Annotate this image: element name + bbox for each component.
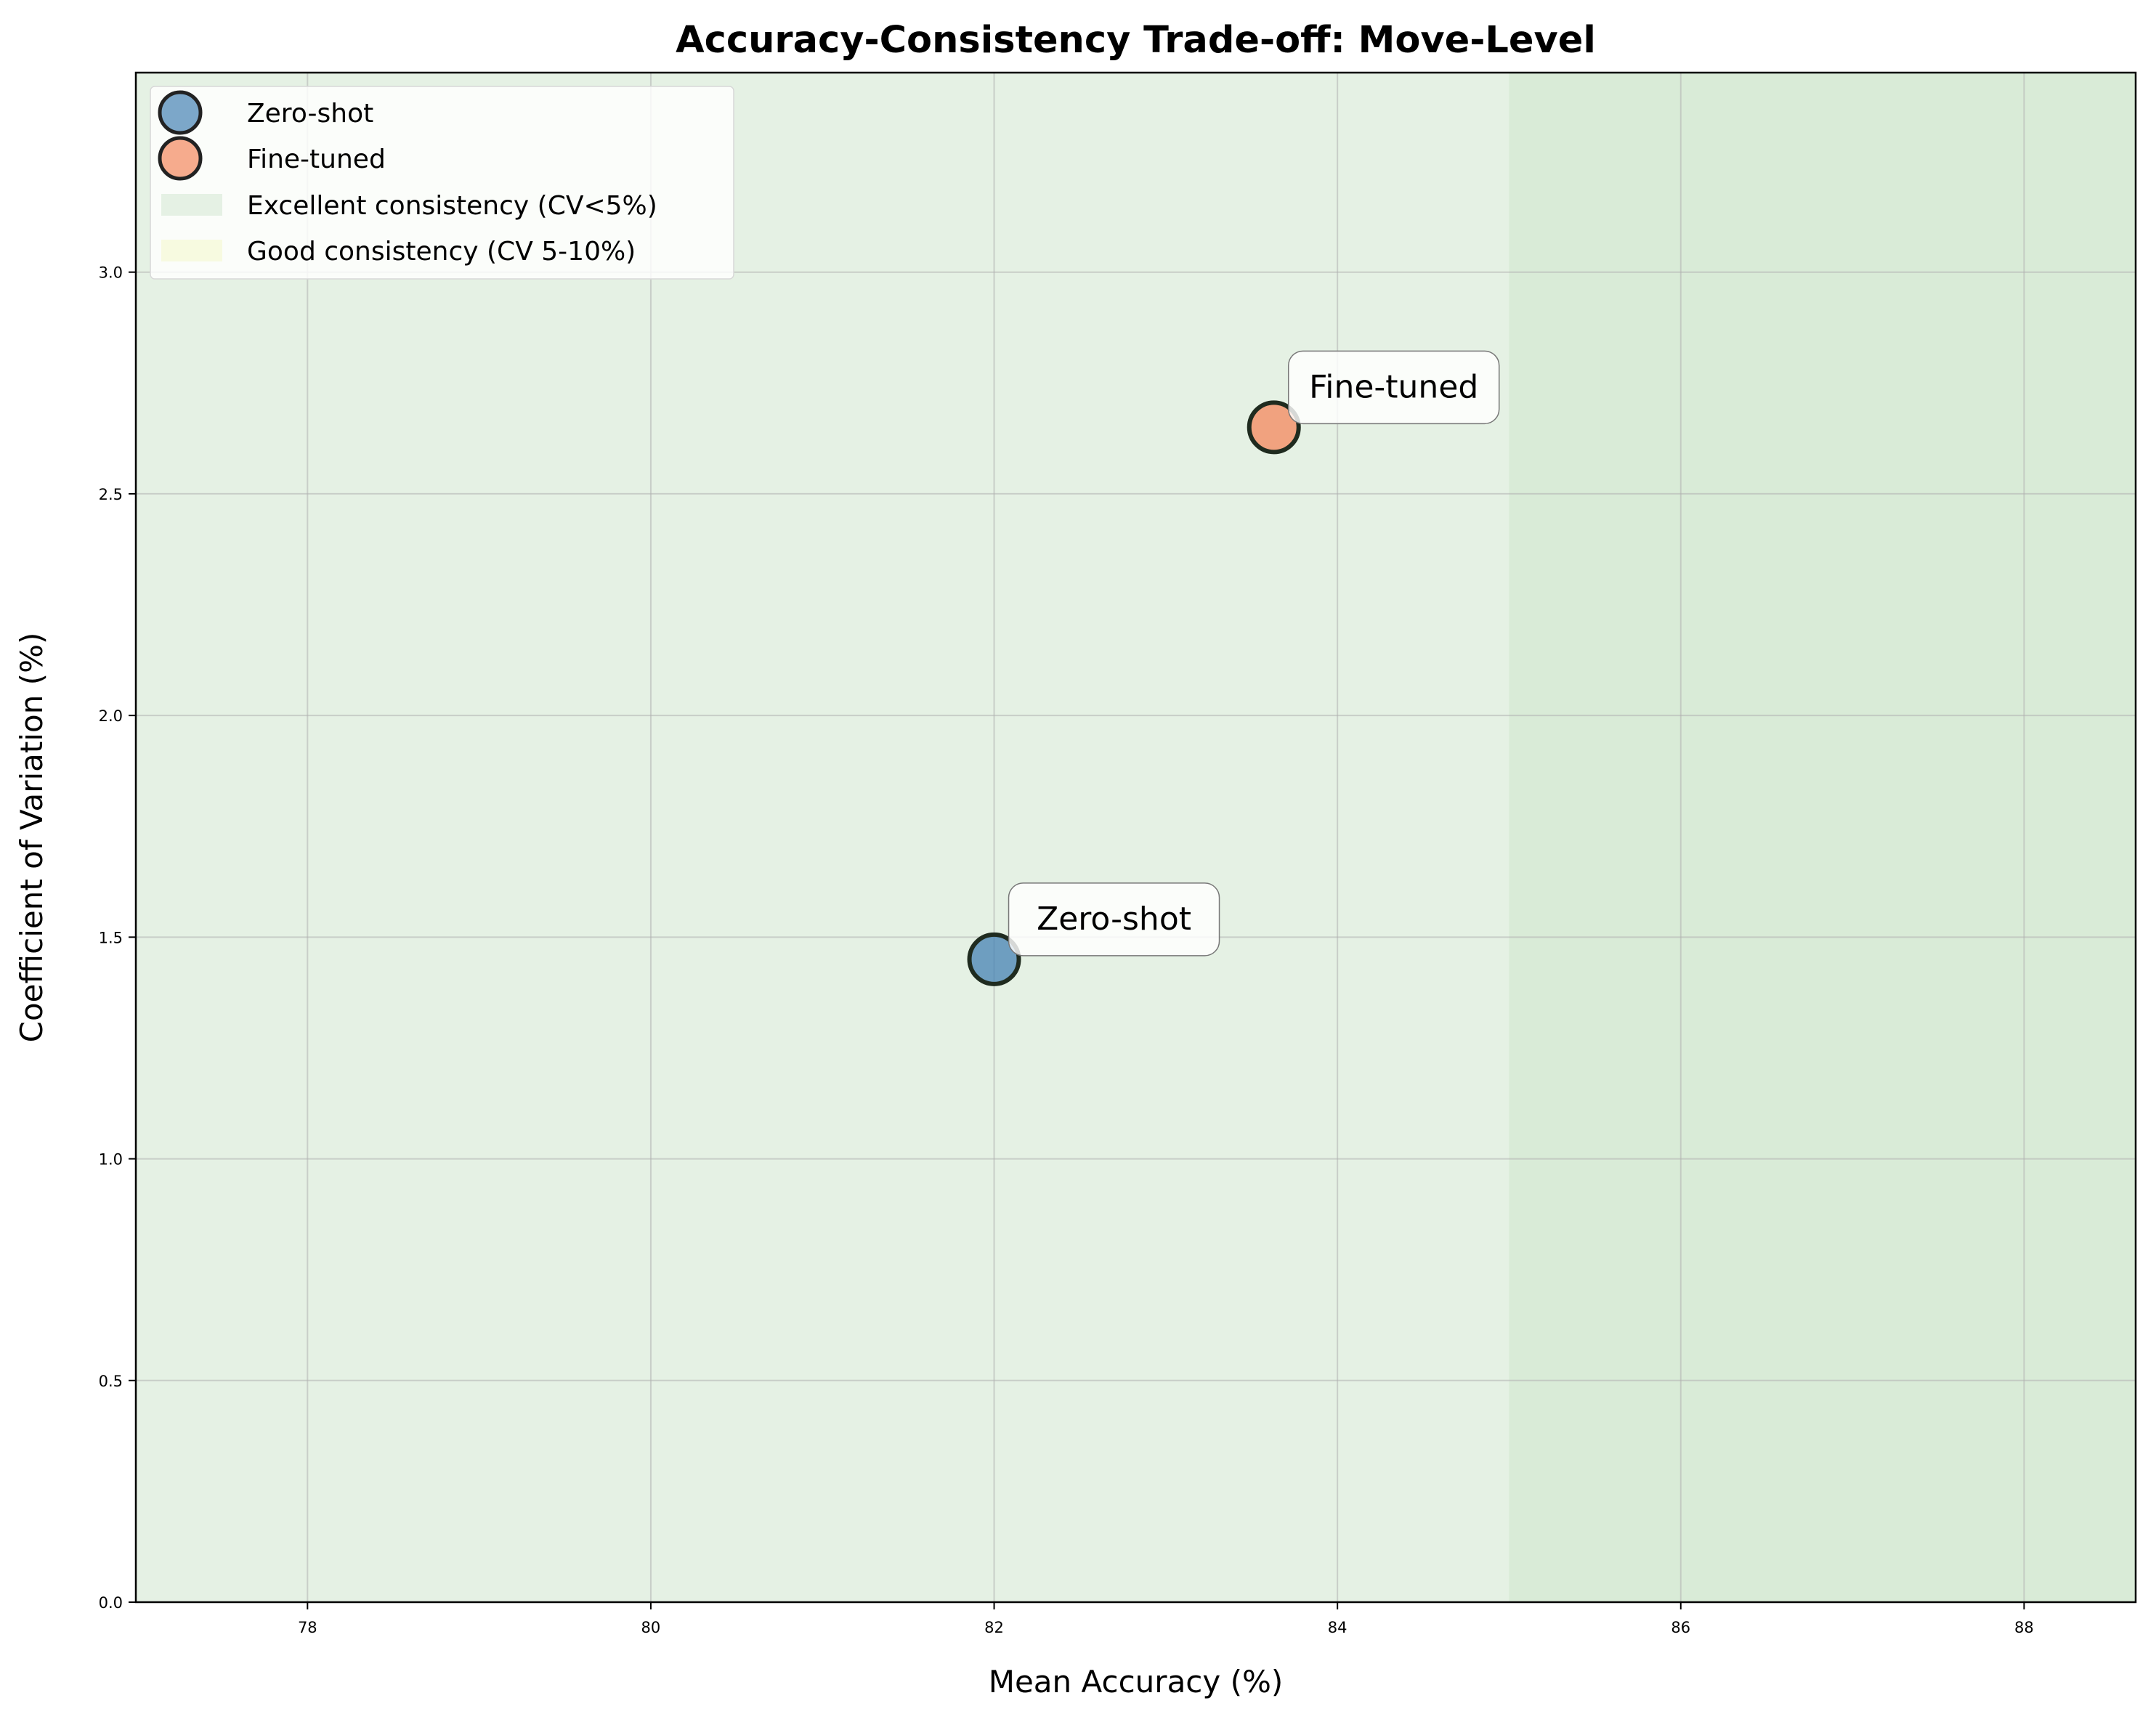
x-axis-ticks: 78 80 82 84 86 88 — [298, 1602, 2034, 1636]
legend-marker-fine-tuned — [158, 136, 203, 181]
x-tick-label-1: 80 — [641, 1619, 661, 1636]
legend-marker-zero-shot — [158, 90, 203, 135]
x-tick-label-0: 78 — [298, 1619, 317, 1636]
data-points — [967, 400, 1301, 986]
y-axis-ticks: 0.0 0.5 1.0 1.5 2.0 2.5 3.0 — [99, 264, 136, 1612]
y-tick-label-0: 0.0 — [99, 1594, 123, 1612]
legend-patch-excellent — [161, 194, 222, 216]
x-tick-label-5: 88 — [2014, 1619, 2034, 1636]
annotation-box-1 — [1287, 350, 1500, 425]
y-tick-label-4: 2.0 — [99, 707, 123, 725]
point-1-0 — [1247, 400, 1301, 455]
legend-label-good: Good consistency (CV 5-10%) — [247, 237, 636, 267]
x-tick-label-3: 84 — [1328, 1619, 1348, 1636]
legend-patch-good — [161, 240, 222, 261]
chart-title: Accuracy-Consistency Trade-off: Move-Lev… — [676, 19, 1596, 62]
y-tick-label-6: 3.0 — [99, 264, 123, 282]
x-tick-label-2: 82 — [984, 1619, 1004, 1636]
point-annotations: Zero-shot Fine-tuned — [1008, 350, 1500, 957]
shaded-regions — [136, 73, 2136, 1602]
annotation-box-0 — [1008, 882, 1220, 957]
legend-label-excellent: Excellent consistency (CV<5%) — [247, 191, 657, 221]
y-tick-label-1: 0.5 — [99, 1373, 123, 1390]
legend-label-fine-tuned: Fine-tuned — [247, 145, 386, 174]
plot-frame — [134, 71, 2137, 1604]
y-tick-label-3: 1.5 — [99, 929, 123, 946]
y-tick-label-2: 1.0 — [99, 1151, 123, 1169]
point-0-0 — [967, 932, 1021, 986]
x-axis-label: Mean Accuracy (%) — [989, 1664, 1284, 1699]
x-tick-label-4: 86 — [1671, 1619, 1690, 1636]
y-tick-label-5: 2.5 — [99, 486, 123, 503]
annotation-label-0: Zero-shot — [1037, 901, 1191, 938]
annotation-label-1: Fine-tuned — [1309, 368, 1478, 405]
legend-label-zero-shot: Zero-shot — [247, 99, 373, 129]
region-2 — [1509, 73, 2136, 1602]
legend-box — [150, 86, 734, 280]
y-axis-label: Coefficient of Variation (%) — [14, 633, 49, 1043]
legend: Zero-shot Fine-tuned Excellent consisten… — [150, 86, 734, 280]
